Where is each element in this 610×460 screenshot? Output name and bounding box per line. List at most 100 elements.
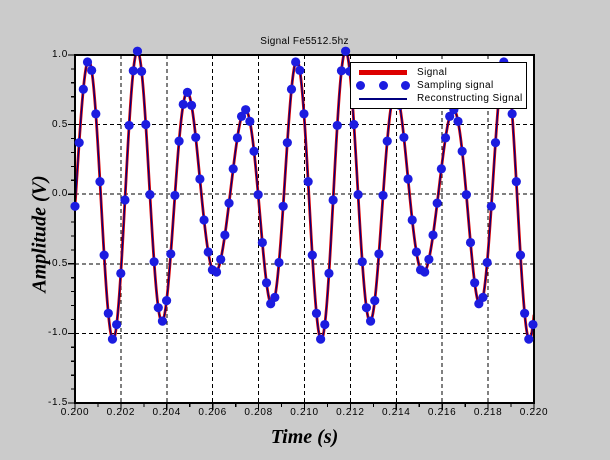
sample-dot xyxy=(241,105,251,115)
sample-dot xyxy=(107,334,118,344)
sample-dot xyxy=(461,190,471,200)
legend-label: Reconstructing Signal xyxy=(417,93,523,104)
sample-dot xyxy=(157,316,168,326)
sample-dot xyxy=(203,247,213,257)
sample-dot xyxy=(137,66,147,76)
sample-dot xyxy=(278,201,288,211)
y-tick-label: -1.0 xyxy=(47,327,68,339)
sample-dot xyxy=(291,57,301,67)
y-tick-label: 0.0 xyxy=(51,188,68,200)
y-tick-label: -0.5 xyxy=(47,257,68,269)
sample-dot xyxy=(195,174,205,184)
x-tick-label: 0.204 xyxy=(152,407,182,418)
sample-dot xyxy=(440,133,451,143)
sample-dot xyxy=(220,230,230,240)
x-tick-label: 0.212 xyxy=(336,407,365,418)
sample-dot xyxy=(353,190,363,200)
sample-dot xyxy=(70,201,80,211)
sample-dot xyxy=(490,138,501,148)
y-tick-label: 1.0 xyxy=(51,49,68,60)
sample-dot xyxy=(186,100,197,110)
sample-dot xyxy=(211,267,222,277)
x-tick-label: 0.200 xyxy=(60,407,90,418)
signal-line-swatch-icon xyxy=(359,70,407,75)
sample-dot xyxy=(245,116,255,126)
sample-dot xyxy=(524,334,534,344)
sample-dot xyxy=(420,267,430,277)
sample-dot xyxy=(120,195,130,205)
sample-dot xyxy=(378,190,388,201)
sample-dot xyxy=(87,65,97,75)
sample-dot xyxy=(511,177,521,187)
sample-dot xyxy=(311,308,322,318)
sample-dot xyxy=(424,254,434,264)
sample-dot xyxy=(249,146,259,156)
sample-dot xyxy=(128,66,138,76)
x-tick-label: 0.208 xyxy=(244,407,273,418)
sample-dot xyxy=(407,215,417,225)
reconstruction-line-swatch-icon xyxy=(359,97,407,100)
sample-dot xyxy=(161,295,172,306)
x-axis-label: Time (s) xyxy=(270,426,339,448)
sample-dot xyxy=(99,250,109,260)
sample-dot xyxy=(470,278,480,288)
sample-dot xyxy=(228,164,238,174)
sample-dot xyxy=(178,99,188,109)
sample-dot-icon xyxy=(378,81,388,90)
sample-dot xyxy=(112,319,122,330)
sample-dot xyxy=(82,57,93,67)
sample-dot xyxy=(515,250,526,260)
sample-dot xyxy=(349,119,359,130)
sample-dot xyxy=(328,195,338,205)
gridlines xyxy=(75,55,534,403)
sample-dot xyxy=(482,257,492,268)
sample-dot xyxy=(307,250,317,260)
sample-dot xyxy=(520,308,530,318)
x-tick-label: 0.216 xyxy=(427,407,457,418)
legend-swatch-area xyxy=(356,70,410,75)
sample-dot xyxy=(116,268,126,278)
sample-dot xyxy=(91,109,101,119)
sample-dot xyxy=(216,254,226,264)
sample-dot xyxy=(236,111,247,121)
sample-dot xyxy=(382,136,392,146)
legend-item-reconstructing-signal: Reconstructing Signal xyxy=(351,92,526,105)
sample-dot xyxy=(320,319,330,330)
sample-dot xyxy=(78,84,88,94)
y-tick-label: 0.5 xyxy=(51,118,68,130)
x-tick-label: 0.218 xyxy=(473,407,503,418)
legend-item-signal: Signal xyxy=(351,66,526,79)
sample-dot xyxy=(224,198,234,208)
sample-dot xyxy=(149,257,159,267)
sample-dot xyxy=(370,295,380,306)
sample-dot xyxy=(132,46,143,56)
sample-dot xyxy=(436,164,446,174)
legend-swatch-area xyxy=(356,97,410,100)
legend-swatch-area xyxy=(356,81,410,90)
sample-dot xyxy=(261,278,272,288)
sample-dot-icon xyxy=(401,81,410,90)
sample-dot xyxy=(457,146,467,156)
legend-item-sampling-signal: Sampling signal xyxy=(351,79,526,92)
sampling-dots-swatch-icon xyxy=(356,81,410,90)
sample-dot xyxy=(486,201,496,211)
sample-dot xyxy=(253,190,263,200)
sample-dot xyxy=(191,132,201,143)
sample-dot xyxy=(282,138,292,148)
sample-dot xyxy=(336,66,347,76)
x-tick-label: 0.210 xyxy=(290,407,319,418)
sample-dot xyxy=(170,190,180,201)
sample-dot xyxy=(303,177,313,187)
sample-dot xyxy=(95,177,105,187)
sample-dot xyxy=(528,319,538,330)
sample-dot xyxy=(324,268,334,278)
y-axis-label: Amplitude (V) xyxy=(28,175,51,293)
sample-dot xyxy=(103,308,113,318)
sample-dot xyxy=(453,116,463,126)
sample-dot xyxy=(174,136,184,146)
x-tick-label: 0.220 xyxy=(519,407,549,418)
sample-dot xyxy=(141,119,151,130)
sample-dot xyxy=(341,46,351,56)
sample-dot xyxy=(299,109,309,119)
